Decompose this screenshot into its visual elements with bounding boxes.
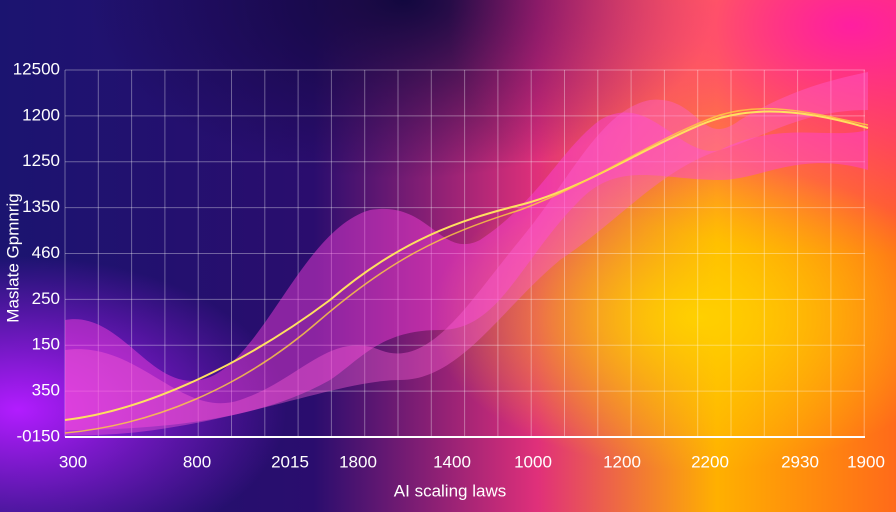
y-tick-label: 350	[32, 381, 60, 400]
y-tick-label: 150	[32, 335, 60, 354]
y-tick-label: 1350	[22, 197, 60, 216]
wave-band	[65, 112, 868, 431]
x-tick-label: 300	[59, 452, 87, 471]
y-tick-label: -0150	[17, 426, 60, 445]
trend-line	[64, 107, 869, 434]
wave-band	[65, 72, 868, 436]
x-tick-label: 2015	[271, 452, 309, 471]
chart-title: AI scaling laws	[394, 481, 506, 500]
y-tick-label: 460	[32, 243, 60, 262]
y-tick-label: 250	[32, 289, 60, 308]
x-tick-label: 2930	[781, 452, 819, 471]
x-tick-label: 1400	[433, 452, 471, 471]
x-tick-label: 2200	[691, 452, 729, 471]
y-tick-label: 12500	[13, 59, 60, 78]
y-axis-title: Maslate Gpmnrig	[3, 193, 22, 322]
x-tick-label: 1900	[847, 452, 885, 471]
x-tick-label: 1000	[514, 452, 552, 471]
y-tick-label: 1200	[22, 105, 60, 124]
x-tick-label: 1200	[603, 452, 641, 471]
grid	[64, 69, 865, 438]
y-tick-label: 1250	[22, 151, 60, 170]
x-tick-label: 1800	[339, 452, 377, 471]
trend-line	[64, 110, 869, 421]
waves	[64, 72, 869, 436]
x-tick-label: 800	[183, 452, 211, 471]
